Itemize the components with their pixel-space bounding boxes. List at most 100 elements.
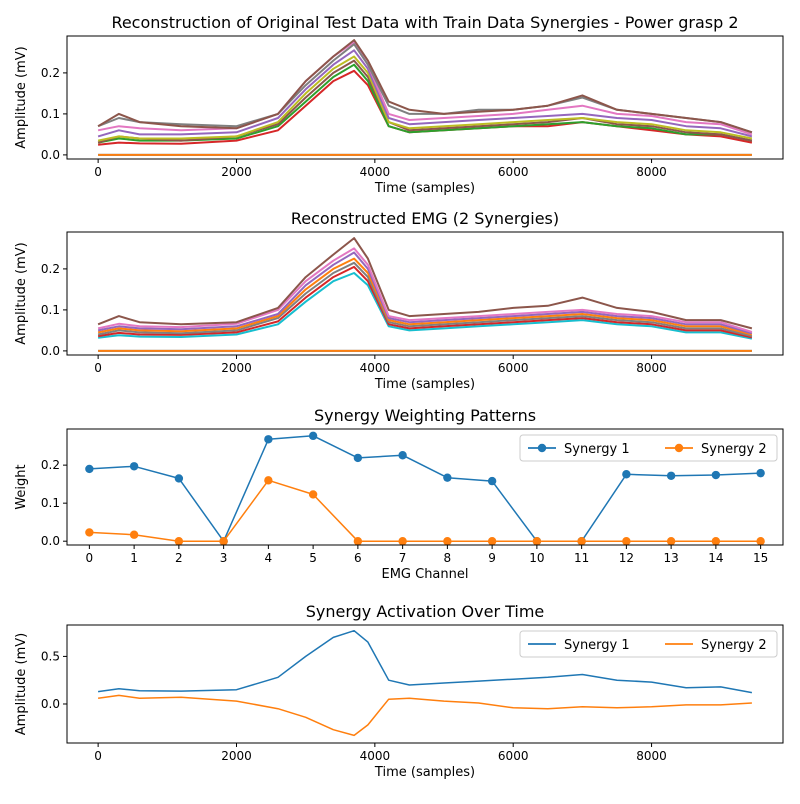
data-point [487, 536, 497, 545]
y-tick-label: 0.0 [41, 534, 60, 548]
x-tick-label: 0 [94, 749, 102, 763]
series-line-4 [97, 265, 753, 339]
x-tick-label: 2000 [221, 749, 252, 763]
plot-area [97, 39, 753, 156]
axes-frame [66, 35, 784, 160]
x-tick-label: 4000 [360, 361, 391, 375]
series-line-1 [97, 629, 753, 694]
chart-panel-1: Reconstruction of Original Test Data wit… [14, 13, 784, 196]
data-point [85, 528, 94, 537]
chart-panel-4: Synergy Activation Over Time 0 2000 4000 600… [14, 602, 784, 780]
data-point [353, 536, 363, 545]
legend-box [519, 630, 778, 658]
x-axis-label: EMG Channel [381, 567, 468, 582]
chart-title: Synergy Weighting Patterns [314, 406, 536, 425]
legend-label: Synergy 1 [564, 638, 630, 653]
legend-label: Synergy 1 [564, 442, 630, 457]
data-point [666, 536, 676, 545]
x-tick-label: 6000 [498, 165, 529, 179]
y-tick-label: 0.5 [41, 649, 60, 663]
data-point [264, 435, 273, 444]
x-axis-label: Time (samples) [374, 377, 475, 392]
y-axis-label: Amplitude (mV) [14, 242, 29, 344]
axes-frame [66, 231, 784, 356]
data-point [443, 536, 452, 545]
series-line-10 [97, 39, 753, 134]
series-line-2 [89, 479, 761, 542]
x-tick-label: 8 [444, 551, 452, 565]
data-point [756, 468, 765, 478]
axes-frame [66, 428, 784, 546]
legend-label: Synergy 2 [701, 442, 767, 457]
x-tick-label: 5 [309, 551, 317, 565]
x-tick-label: 15 [753, 551, 768, 565]
x-tick-label: 13 [663, 551, 678, 565]
y-tick-label: 0.0 [41, 148, 60, 162]
data-point [532, 536, 542, 545]
x-tick-label: 8000 [636, 165, 667, 179]
x-tick-label: 6 [354, 551, 362, 565]
data-point [219, 536, 228, 545]
series-line-6 [97, 257, 753, 336]
x-tick-label: 9 [488, 551, 496, 565]
legend-box [519, 434, 778, 462]
x-tick-label: 6000 [498, 361, 529, 375]
x-tick-label: 0 [94, 165, 102, 179]
series-line-7 [97, 49, 753, 138]
y-tick-label: 0.2 [41, 458, 60, 472]
x-tick-label: 12 [619, 551, 634, 565]
y-tick-label: 0.0 [41, 697, 60, 711]
data-point [666, 471, 676, 480]
y-tick-label: 0.1 [41, 496, 60, 510]
x-tick-label: 3 [220, 551, 228, 565]
plot-area [85, 431, 765, 545]
x-tick-label: 1 [130, 551, 138, 565]
series-line-5 [97, 261, 753, 338]
series-line-9 [97, 237, 753, 330]
y-axis-label: Amplitude (mV) [14, 46, 29, 148]
legend-marker [674, 443, 684, 453]
data-point [129, 530, 139, 539]
series-line-4 [97, 63, 753, 144]
legend-label: Synergy 2 [701, 638, 767, 653]
x-tick-label: 2000 [221, 361, 252, 375]
series-line-8 [97, 41, 753, 136]
x-axis-label: Time (samples) [374, 765, 475, 780]
x-tick-label: 6000 [498, 749, 529, 763]
data-point [308, 431, 318, 441]
series-line-7 [97, 251, 753, 335]
chart-panel-2: Reconstructed EMG (2 Synergies) 0 2000 4000… [14, 209, 784, 392]
data-point [577, 536, 586, 545]
data-point [487, 476, 497, 486]
data-point [398, 451, 407, 460]
data-point [174, 536, 184, 545]
plot-area [97, 629, 753, 737]
series-line-3 [97, 272, 753, 340]
x-tick-label: 4000 [360, 749, 391, 763]
y-tick-label: 0.1 [41, 107, 60, 121]
x-axis-label: Time (samples) [374, 181, 475, 196]
data-point [622, 470, 631, 479]
series-line-6 [97, 55, 753, 142]
plot-area [97, 237, 753, 352]
legend: Synergy 1 Synergy 2 [519, 434, 778, 462]
x-tick-label: 10 [529, 551, 544, 565]
x-tick-label: 8000 [636, 361, 667, 375]
y-axis-label: Weight [14, 464, 29, 509]
data-point [622, 536, 631, 545]
x-tick-label: 8000 [636, 749, 667, 763]
data-point [353, 453, 363, 463]
x-tick-label: 7 [399, 551, 407, 565]
y-axis-label: Amplitude (mV) [14, 633, 29, 735]
chart-title: Reconstructed EMG (2 Synergies) [291, 209, 559, 228]
series-line-2 [97, 694, 752, 737]
y-tick-label: 0.2 [41, 262, 60, 276]
x-tick-label: 2000 [221, 165, 252, 179]
data-point [711, 536, 721, 545]
axes-frame [66, 624, 784, 744]
y-tick-label: 0.2 [41, 66, 60, 80]
x-tick-label: 0 [86, 551, 94, 565]
